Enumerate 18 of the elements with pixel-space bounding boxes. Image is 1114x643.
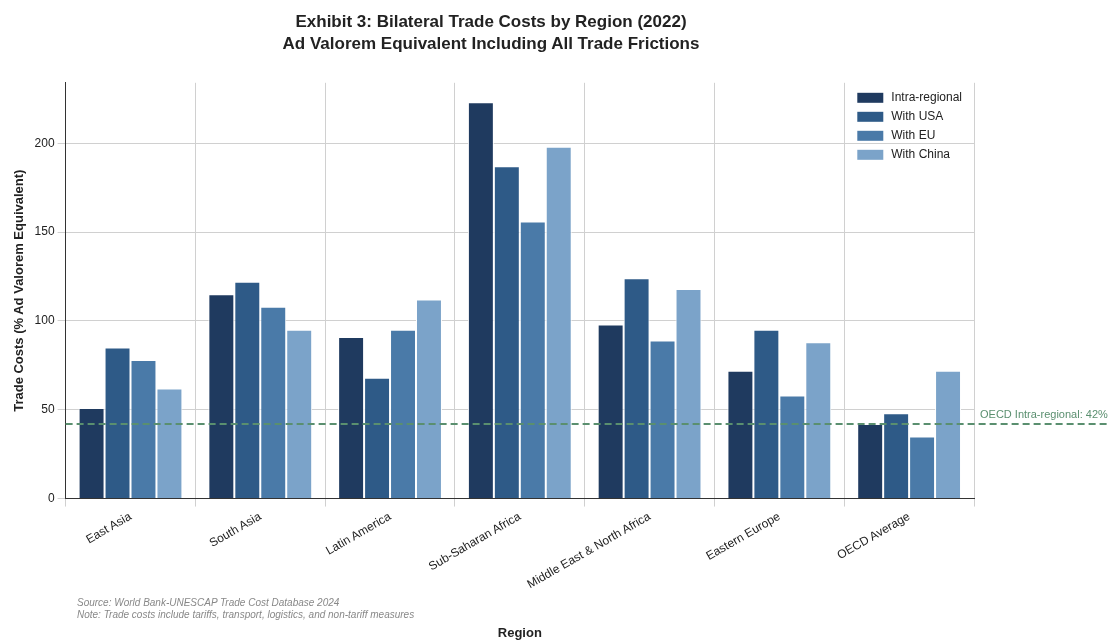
legend-label: With China — [891, 147, 951, 162]
ref-line-label: OECD Intra-regional: 42% — [980, 408, 1108, 421]
x-axis-title: Region — [497, 624, 542, 640]
y-axis-title: Trade Costs (% Ad Valorem Equivalent) — [11, 169, 27, 412]
legend-label: With EU — [891, 128, 936, 143]
source-note: Source: World Bank-UNESCAP Trade Cost Database 2024 — [77, 597, 340, 608]
legend-label: Intra-regional — [891, 90, 963, 105]
y-tick-label: 0 — [47, 490, 55, 505]
chart-subtitle: Ad Valorem Equivalent Including All Trade Frictions — [282, 34, 700, 54]
legend-label: With USA — [891, 109, 944, 124]
y-tick-label: 200 — [34, 135, 55, 150]
x-tick-label: East Asia — [83, 508, 134, 547]
y-tick-label: 150 — [34, 224, 55, 239]
text: Note: Trade costs include tariffs, transport, logistics, and non-tariff measures — [77, 609, 415, 620]
x-tick-label: South Asia — [206, 508, 264, 550]
y-tick-label: 50 — [41, 402, 55, 417]
chart-title: Exhibit 3: Bilateral Trade Costs by Region (2022) — [295, 11, 687, 31]
y-tick-label: 100 — [34, 313, 55, 328]
